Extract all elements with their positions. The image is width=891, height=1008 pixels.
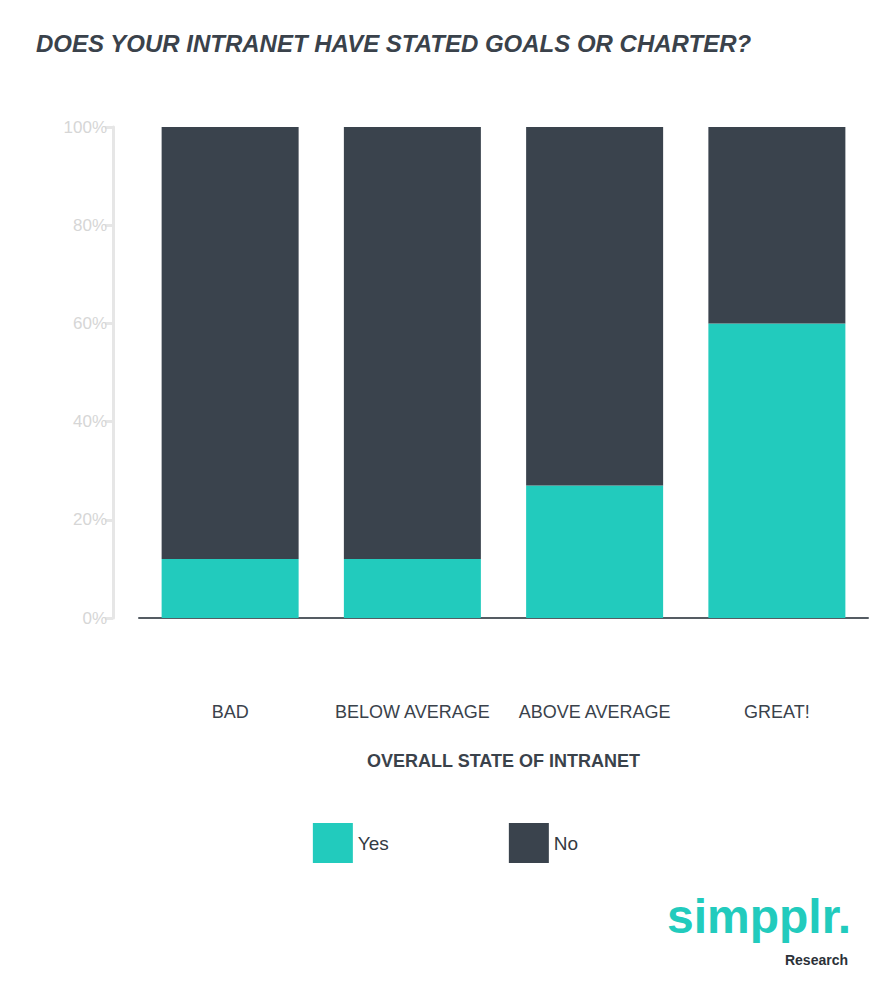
svg-text:60%: 60% bbox=[73, 314, 107, 333]
svg-text:Research: Research bbox=[785, 952, 848, 968]
svg-text:Yes: Yes bbox=[358, 833, 389, 854]
svg-text:GREAT!: GREAT! bbox=[744, 702, 810, 722]
svg-text:20%: 20% bbox=[73, 510, 107, 529]
svg-text:0%: 0% bbox=[82, 609, 107, 628]
svg-text:80%: 80% bbox=[73, 216, 107, 235]
svg-text:100%: 100% bbox=[64, 118, 107, 137]
svg-text:40%: 40% bbox=[73, 412, 107, 431]
svg-text:ABOVE AVERAGE: ABOVE AVERAGE bbox=[519, 702, 671, 722]
svg-text:BELOW AVERAGE: BELOW AVERAGE bbox=[335, 702, 490, 722]
svg-text:BAD: BAD bbox=[212, 702, 249, 722]
svg-text:simpplr.: simpplr. bbox=[667, 890, 851, 943]
svg-text:OVERALL STATE OF INTRANET: OVERALL STATE OF INTRANET bbox=[367, 751, 640, 771]
svg-text:DOES YOUR INTRANET HAVE STATED: DOES YOUR INTRANET HAVE STATED GOALS OR … bbox=[36, 30, 751, 57]
svg-text:No: No bbox=[554, 833, 578, 854]
